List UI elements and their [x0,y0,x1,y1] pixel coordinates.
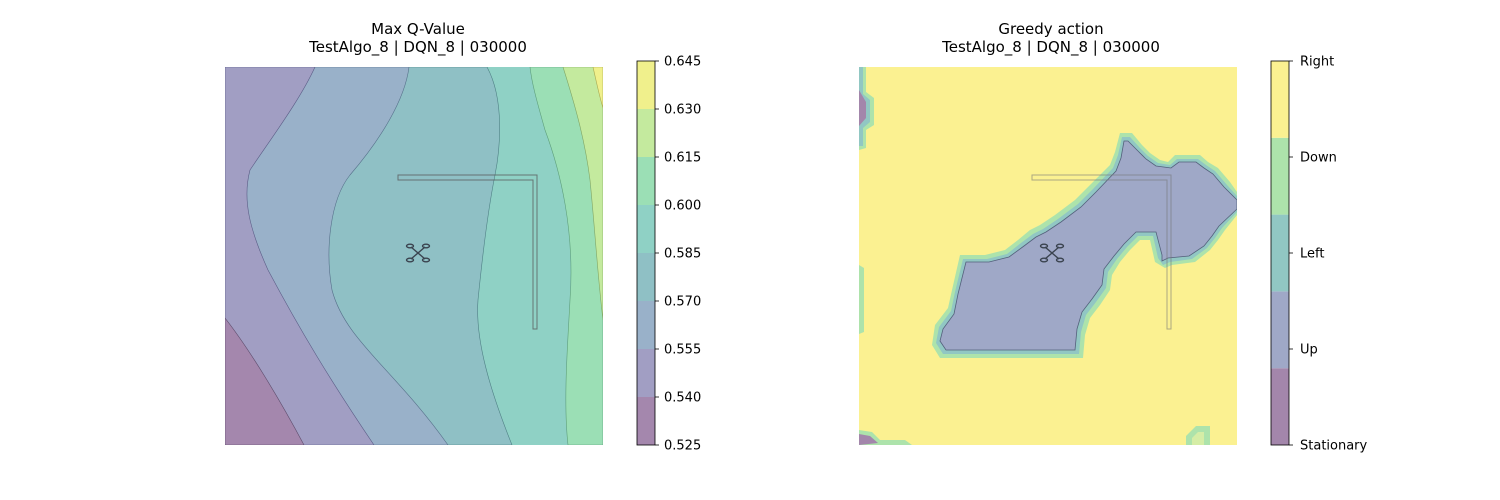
q-colorbar-tick-label: 0.615 [664,151,701,166]
q-contour-field [225,67,603,445]
q-colorbar-tick-label: 0.525 [664,439,701,454]
q-band-0.525 [225,317,305,445]
q-band-0.615 [562,67,603,321]
action-chart-title: Greedy action [998,20,1103,38]
q-colorbar-band [637,157,655,205]
q-colorbar-band [637,205,655,253]
drone-icon [405,243,431,263]
action-colorbar-tick-label: Down [1300,151,1337,166]
greedy-action-chart: Greedy action TestAlgo_8 | DQN_8 | 03000… [859,20,1368,454]
action-edge-down-2 [859,265,864,334]
action-colorbar-band [1271,291,1289,369]
action-edge-stationary-2 [859,434,878,445]
q-value-chart: Max Q-Value TestAlgo_8 | DQN_8 | 030000 [225,20,701,454]
q-colorbar-band [637,397,655,445]
action-colorbar-band [1271,137,1289,215]
q-colorbar-tick-label: 0.645 [664,55,701,70]
q-chart-subtitle: TestAlgo_8 | DQN_8 | 030000 [308,38,527,57]
q-colorbar-tick-label: 0.570 [664,295,701,310]
action-colorbar-band [1271,214,1289,292]
q-band-0.630 [592,67,603,109]
q-colorbar-band [637,349,655,397]
action-chart-subtitle: TestAlgo_8 | DQN_8 | 030000 [941,38,1160,57]
action-edge-stationary-1 [859,90,866,126]
q-wall [397,174,538,330]
action-wall [1031,174,1172,330]
q-colorbar-band [637,253,655,301]
q-band-0.540 [225,67,375,445]
wall-outline-2 [1031,174,1172,330]
action-edge-down-5 [1192,432,1204,445]
action-region-up [939,140,1237,351]
action-colorbar-band [1271,61,1289,138]
action-colorbar-band [1271,368,1289,445]
action-colorbar-tick-label: Stationary [1300,439,1368,454]
wall-outline [397,174,538,330]
q-colorbar-tick-label: 0.555 [664,343,701,358]
q-colorbar-band [637,61,655,109]
action-field [859,67,1237,445]
action-colorbar-tick-label: Left [1300,247,1324,262]
q-band-0.600 [529,67,603,445]
drone-icon-2 [1039,243,1065,263]
q-colorbar-tick-label: 0.600 [664,199,701,214]
q-colorbar-band [637,109,655,157]
q-colorbar-tick-label: 0.585 [664,247,701,262]
q-colorbar-tick-label: 0.540 [664,391,701,406]
q-colorbar-tick-label: 0.630 [664,103,701,118]
action-colorbar: Stationary Up Left Down Right [1270,55,1368,454]
action-colorbar-tick-label: Up [1300,343,1318,358]
action-colorbar-tick-label: Right [1300,55,1334,70]
q-colorbar: 0.525 0.540 0.555 0.570 0.585 0.600 0.615 0.630… [636,55,701,454]
q-colorbar-band [637,301,655,349]
q-chart-title: Max Q-Value [371,20,465,38]
